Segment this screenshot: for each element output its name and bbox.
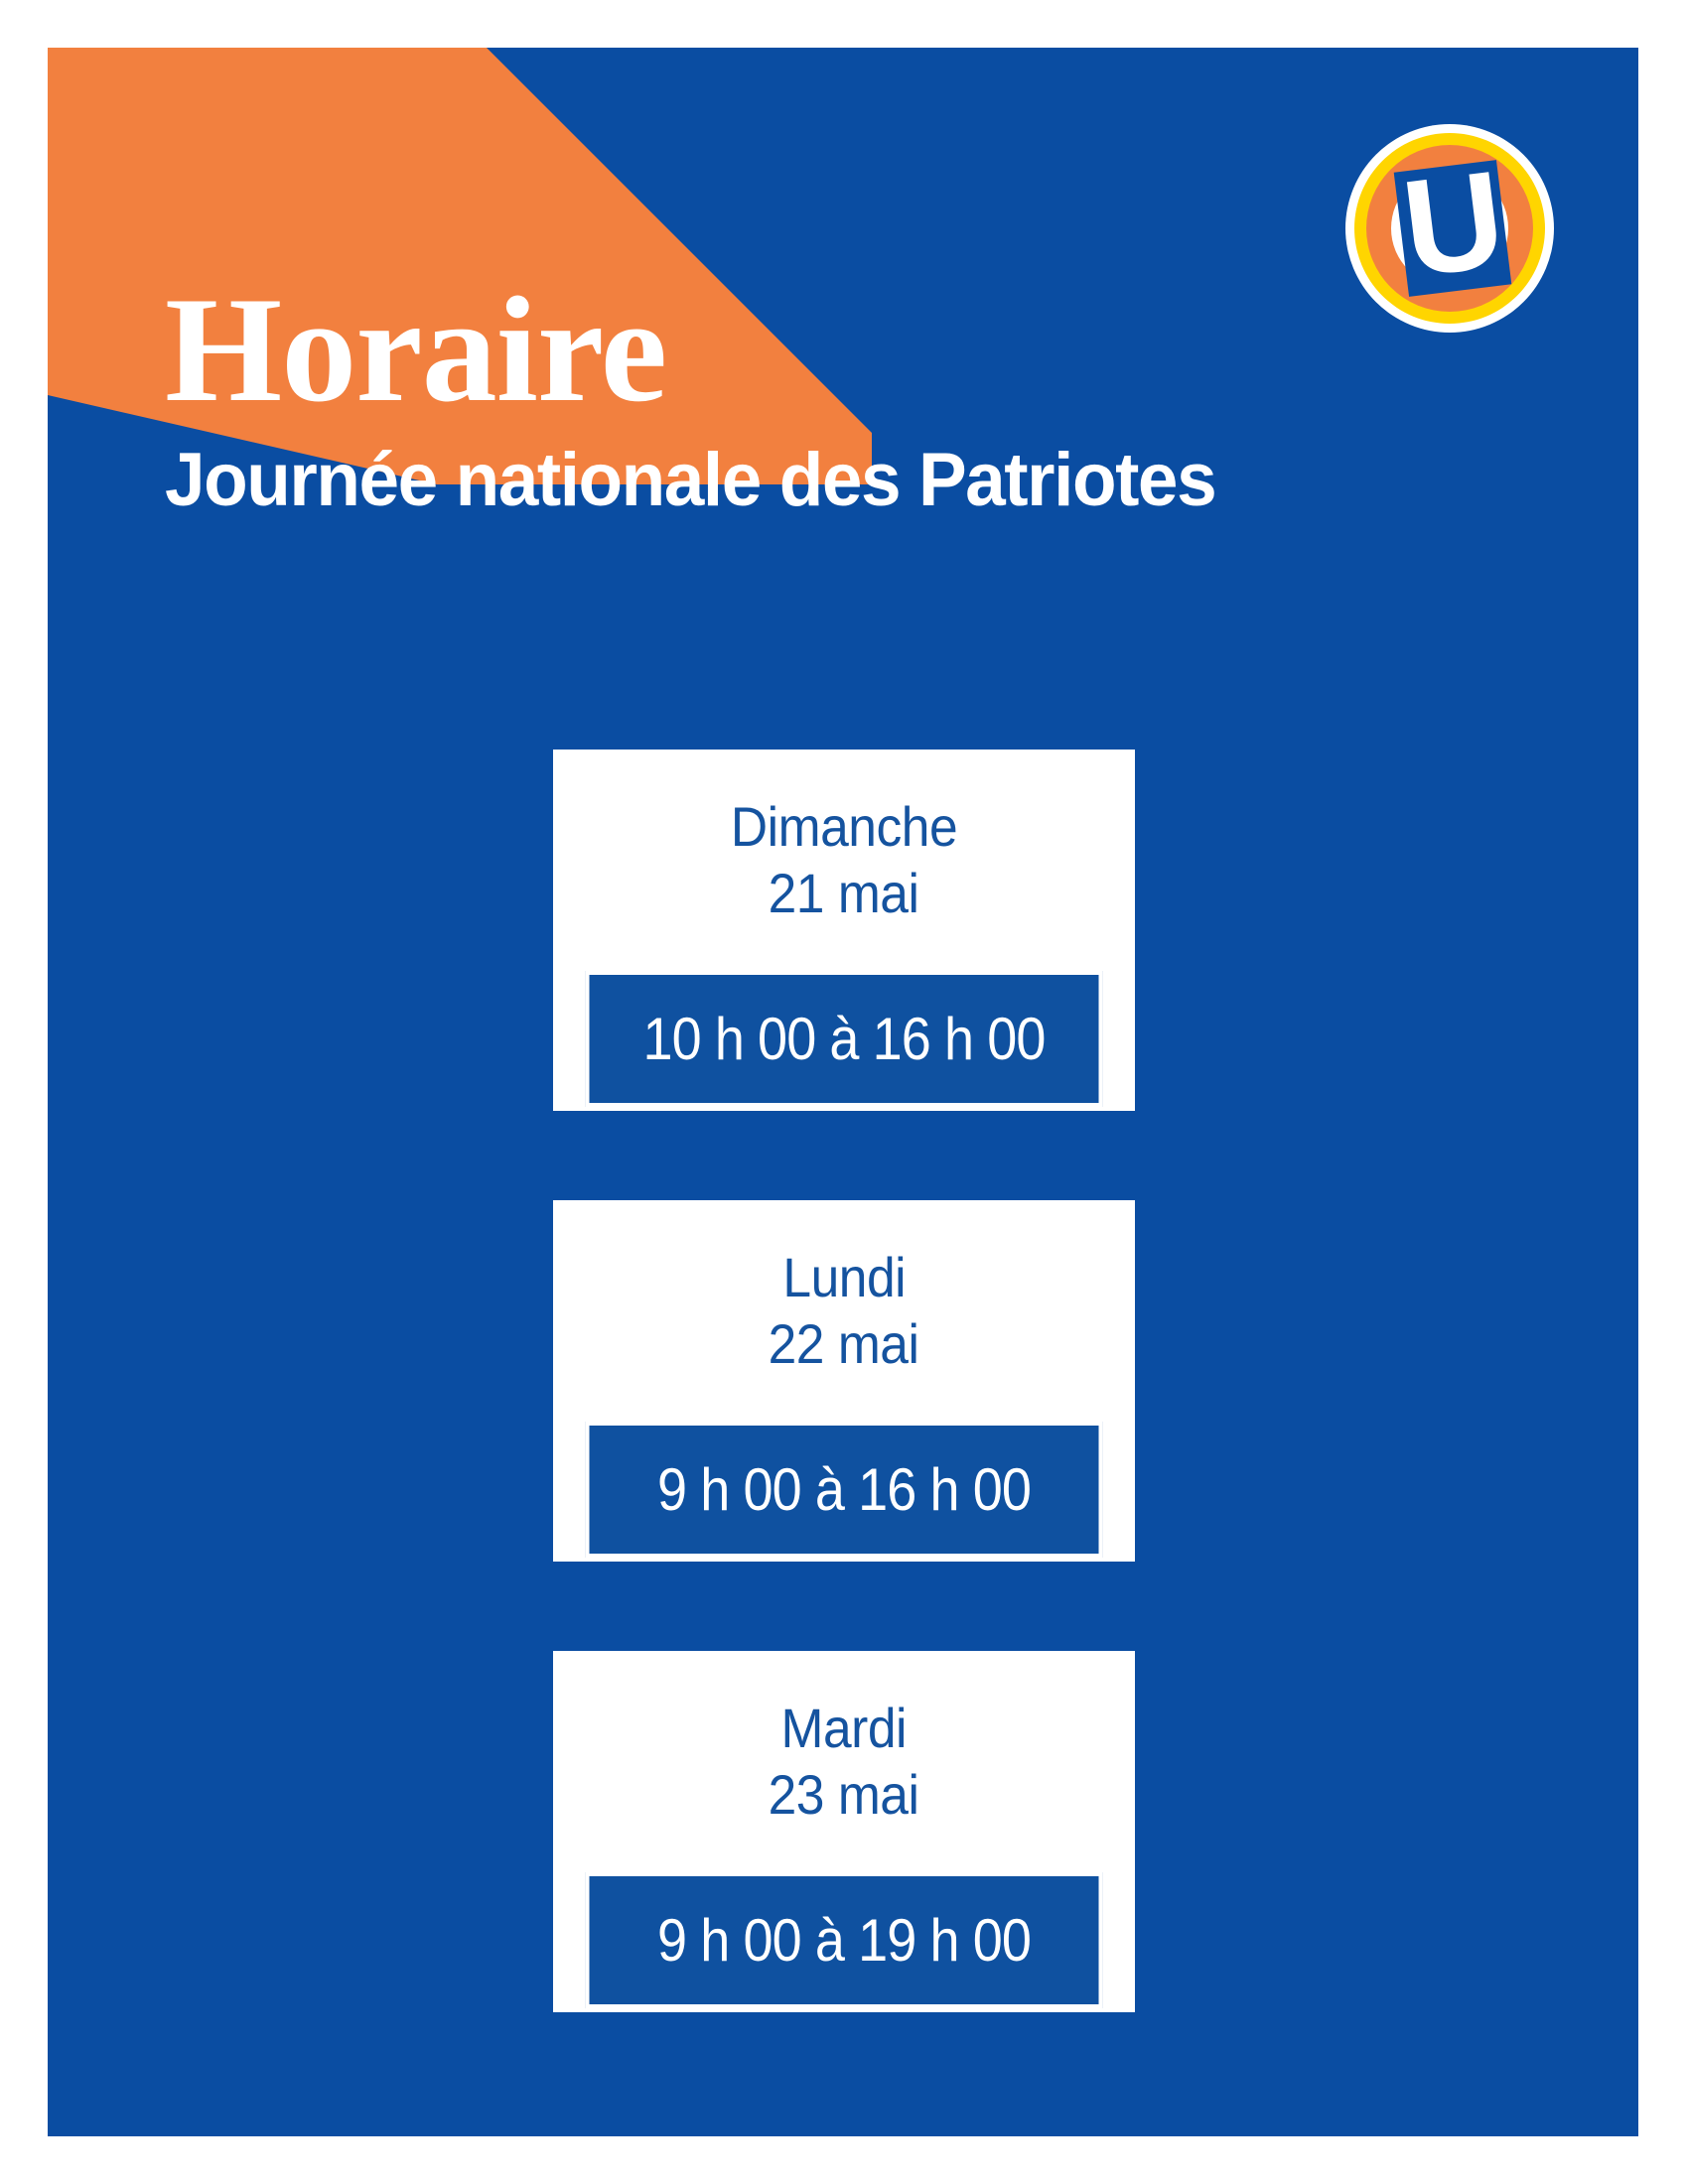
- card-day-of-month: 23 mai: [769, 1762, 919, 1826]
- card-date-block: Dimanche 21 mai: [553, 750, 1135, 971]
- card-hours-frame: 9 h 00 à 16 h 00: [553, 1422, 1135, 1562]
- card-hours-frame: 10 h 00 à 16 h 00: [553, 971, 1135, 1111]
- card-hours-value: 9 h 00 à 19 h 00: [585, 1872, 1103, 2008]
- poster-canvas: U Horaire Journée nationale des Patriote…: [48, 48, 1638, 2136]
- card-day-name: Dimanche: [730, 795, 958, 859]
- card-hours-frame: 9 h 00 à 19 h 00: [553, 1872, 1135, 2012]
- page-subtitle: Journée nationale des Patriotes: [165, 438, 1217, 522]
- uniprix-logo: U: [1345, 124, 1554, 333]
- card-date-block: Mardi 23 mai: [553, 1651, 1135, 1872]
- card-day-of-month: 21 mai: [769, 861, 919, 924]
- card-day-name: Lundi: [782, 1246, 906, 1309]
- card-date-block: Lundi 22 mai: [553, 1200, 1135, 1422]
- card-day-of-month: 22 mai: [769, 1311, 919, 1375]
- schedule-list: Dimanche 21 mai 10 h 00 à 16 h 00 Lundi …: [553, 750, 1135, 2012]
- page-title: Horaire: [165, 266, 667, 433]
- card-hours-value: 10 h 00 à 16 h 00: [585, 971, 1103, 1107]
- schedule-card: Lundi 22 mai 9 h 00 à 16 h 00: [553, 1200, 1135, 1562]
- schedule-card: Dimanche 21 mai 10 h 00 à 16 h 00: [553, 750, 1135, 1111]
- card-day-name: Mardi: [780, 1697, 908, 1760]
- card-hours-value: 9 h 00 à 16 h 00: [585, 1422, 1103, 1558]
- schedule-card: Mardi 23 mai 9 h 00 à 19 h 00: [553, 1651, 1135, 2012]
- title-block: Horaire Journée nationale des Patriotes: [165, 274, 1456, 518]
